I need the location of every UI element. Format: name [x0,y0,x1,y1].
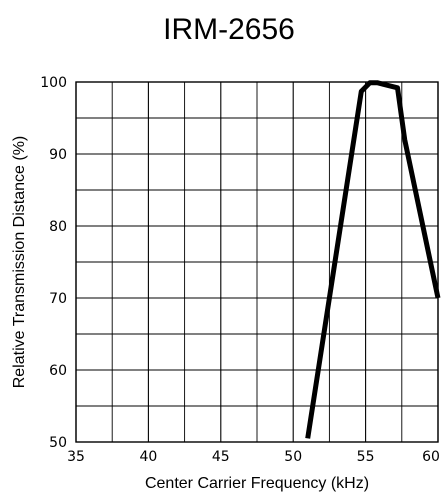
y-tick-label: 70 [49,291,67,307]
x-tick-label: 60 [422,449,440,465]
y-axis-label: Relative Transmission Distance (%) [11,136,28,389]
y-tick-label: 100 [40,75,67,91]
x-tick-label: 40 [139,449,157,465]
x-tick-label: 50 [284,449,302,465]
plot-frame [75,81,439,443]
x-tick-label: 55 [357,449,375,465]
chart-title: IRM-2656 [163,13,295,46]
x-tick-labels: 35 40 45 50 55 60 [67,449,440,465]
y-tick-label: 60 [49,363,67,379]
y-tick-label: 50 [49,435,67,451]
x-tick-label: 45 [212,449,230,465]
minor-grid [76,82,438,442]
series-line [305,80,441,439]
y-tick-label: 90 [49,147,67,163]
y-tick-labels: 50 60 70 80 90 100 [40,75,67,451]
x-tick-label: 35 [67,449,85,465]
x-axis-label: Center Carrier Frequency (kHz) [145,475,369,492]
y-tick-label: 80 [49,219,67,235]
